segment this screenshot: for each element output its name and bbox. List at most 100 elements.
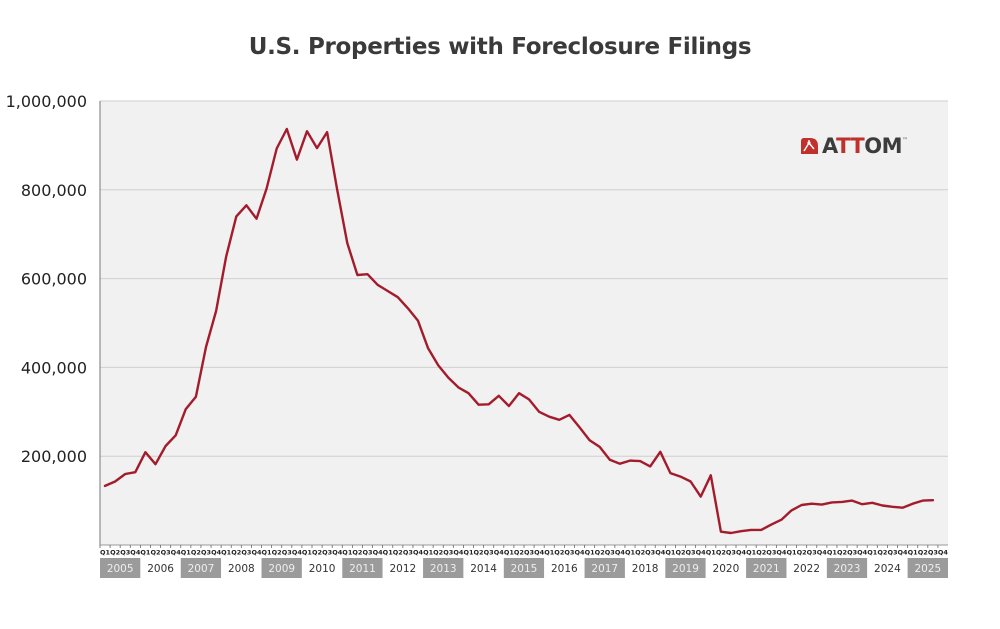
year-label: 2021 (753, 563, 780, 575)
quarter-label: Q3 (887, 549, 897, 557)
quarter-label: Q3 (645, 549, 655, 557)
year-band (463, 558, 504, 578)
quarter-label: Q1 (585, 549, 596, 557)
quarter-label: Q1 (262, 549, 273, 557)
logo-letters-om: OM (864, 134, 903, 158)
quarter-label: Q4 (373, 549, 384, 557)
quarter-label: Q4 (696, 549, 707, 557)
quarter-label: Q3 (524, 549, 534, 557)
gridlines (100, 100, 948, 457)
quarter-label: Q1 (786, 549, 797, 557)
quarter-label: Q1 (867, 549, 878, 557)
year-label: 2019 (672, 563, 699, 575)
year-label: 2008 (228, 563, 255, 575)
year-label: 2018 (632, 563, 659, 575)
year-band (301, 558, 343, 578)
year-band (584, 558, 625, 578)
quarter-label: Q2 (554, 549, 564, 557)
quarter-label: Q3 (201, 549, 211, 557)
quarter-label: Q4 (615, 549, 626, 557)
quarter-label: Q3 (686, 549, 696, 557)
year-band (665, 558, 706, 578)
quarter-label: Q3 (928, 549, 938, 557)
quarter-label: Q2 (231, 549, 241, 557)
quarter-label: Q2 (635, 549, 645, 557)
year-band (705, 558, 747, 578)
plot-background (100, 101, 948, 545)
series-group (103, 127, 935, 535)
quarter-label: Q1 (221, 549, 232, 557)
quarter-label: Q3 (726, 549, 736, 557)
attom-logo-text: ATTOM (822, 134, 903, 158)
year-label: 2012 (389, 563, 416, 575)
quarter-label: Q1 (827, 549, 838, 557)
quarter-label: Q4 (817, 549, 828, 557)
quarter-label: Q3 (605, 549, 615, 557)
quarter-label: Q1 (302, 549, 313, 557)
quarter-label: Q3 (766, 549, 776, 557)
quarter-label: Q1 (665, 549, 676, 557)
quarter-label: Q2 (110, 549, 120, 557)
quarter-label: Q2 (756, 549, 766, 557)
year-band (867, 558, 908, 578)
quarter-label: Q4 (494, 549, 505, 557)
year-label: 2011 (349, 563, 376, 575)
year-label: 2017 (591, 563, 618, 575)
y-tick-label: 1,000,000 (6, 92, 87, 111)
quarter-label: Q1 (908, 549, 919, 557)
year-label: 2009 (268, 563, 295, 575)
quarter-label: Q1 (181, 549, 192, 557)
quarter-label: Q4 (171, 549, 182, 557)
year-label: 2015 (511, 563, 538, 575)
quarter-label: Q4 (332, 549, 343, 557)
quarter-label: Q1 (463, 549, 474, 557)
quarter-label: Q2 (474, 549, 484, 557)
quarter-label: Q3 (807, 549, 817, 557)
year-band (261, 558, 302, 578)
quarter-label: Q1 (342, 549, 353, 557)
quarter-label: Q2 (877, 549, 887, 557)
series-line (103, 127, 935, 535)
quarter-label: Q2 (352, 549, 362, 557)
logo-letters-tt: TT (836, 134, 865, 158)
quarter-label: Q1 (504, 549, 515, 557)
quarter-label: Q3 (484, 549, 494, 557)
quarter-label: Q1 (383, 549, 394, 557)
quarter-label: Q1 (625, 549, 636, 557)
quarter-label: Q4 (574, 549, 585, 557)
quarter-label: Q2 (918, 549, 928, 557)
quarter-label: Q3 (362, 549, 372, 557)
quarter-label: Q4 (655, 549, 666, 557)
year-label: 2016 (551, 563, 578, 575)
quarter-label: Q3 (403, 549, 413, 557)
quarter-label: Q3 (564, 549, 574, 557)
quarter-label: Q4 (938, 549, 949, 557)
quarter-label: Q2 (716, 549, 726, 557)
quarter-label: Q1 (706, 549, 717, 557)
quarter-label: Q4 (776, 549, 787, 557)
year-band (100, 558, 141, 578)
quarter-label: Q1 (423, 549, 434, 557)
year-label: 2014 (470, 563, 497, 575)
quarter-label: Q2 (393, 549, 403, 557)
y-axis-tick-labels: 200,000 400,000 600,000 800,000 1,000,000 (6, 92, 87, 466)
quarter-label: Q3 (322, 549, 332, 557)
year-band (423, 558, 464, 578)
year-label: 2007 (188, 563, 215, 575)
year-label: 2010 (309, 563, 336, 575)
quarter-label: Q4 (211, 549, 222, 557)
year-label: 2005 (107, 563, 134, 575)
quarter-label: Q4 (251, 549, 262, 557)
quarter-label: Q4 (292, 549, 303, 557)
quarter-label: Q3 (847, 549, 857, 557)
y-tick-label: 600,000 (21, 270, 87, 289)
year-band (907, 558, 948, 578)
year-band (826, 558, 868, 578)
quarter-label: Q2 (150, 549, 160, 557)
quarter-label: Q4 (857, 549, 868, 557)
quarter-label: Q4 (453, 549, 464, 557)
quarter-label: Q2 (433, 549, 443, 557)
quarter-label: Q2 (675, 549, 685, 557)
